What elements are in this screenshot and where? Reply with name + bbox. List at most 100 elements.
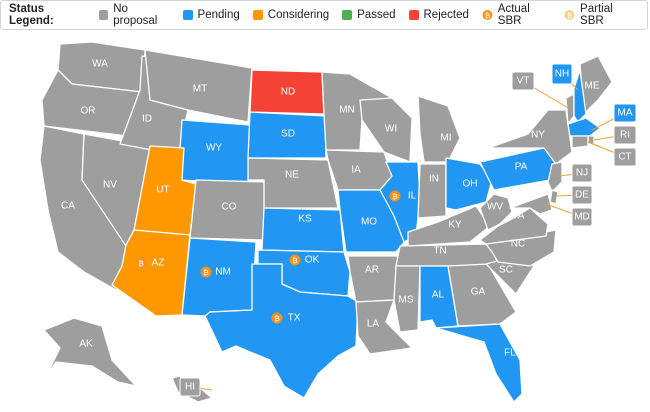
state-label: UT — [156, 185, 169, 196]
state-label: AK — [79, 339, 93, 350]
state-ar[interactable] — [347, 255, 399, 303]
state-label: OR — [81, 106, 96, 117]
callout-ct[interactable] — [613, 147, 637, 167]
state-label: TX — [288, 313, 301, 324]
state-label: CO — [222, 202, 237, 213]
state-label: NH — [555, 69, 569, 80]
state-label: SC — [499, 265, 513, 276]
bitcoin-coin-icon: ₿ — [564, 10, 575, 20]
svg-text:₿: ₿ — [292, 256, 298, 265]
callout-vt[interactable] — [511, 71, 535, 91]
legend-item-partial-sbr: ₿ Partial SBR — [564, 3, 634, 27]
state-label: TN — [433, 246, 446, 257]
legend-label: Passed — [357, 9, 396, 21]
state-label: ID — [142, 114, 152, 125]
state-wv[interactable] — [479, 193, 513, 231]
state-label: CT — [618, 152, 631, 163]
state-label: WI — [385, 124, 397, 135]
svg-text:₿: ₿ — [138, 259, 144, 268]
bitcoin-coin-icon: ₿ — [482, 10, 493, 20]
legend-item-no-proposal: No proposal — [99, 3, 169, 27]
svg-text:₿: ₿ — [485, 11, 490, 20]
state-mn[interactable] — [321, 71, 393, 151]
state-mt[interactable] — [144, 49, 253, 123]
state-ga[interactable] — [447, 263, 517, 327]
state-label: VT — [517, 76, 530, 87]
legend-label: No proposal — [113, 3, 158, 27]
state-md[interactable] — [509, 193, 553, 215]
state-label: KS — [298, 214, 312, 225]
state-label: AZ — [152, 258, 165, 269]
svg-text:₿: ₿ — [274, 314, 280, 323]
state-label: OK — [305, 255, 320, 266]
svg-text:₿: ₿ — [203, 268, 209, 277]
legend-item-pending: Pending — [182, 9, 240, 21]
state-il[interactable] — [379, 161, 421, 243]
state-label: AL — [432, 290, 445, 301]
state-label: NM — [215, 267, 231, 278]
state-label: NC — [511, 239, 525, 250]
state-label: WV — [487, 202, 503, 213]
callout-ri[interactable] — [613, 125, 637, 145]
state-label: OH — [463, 179, 478, 190]
bitcoin-coin-icon: ₿ — [200, 266, 212, 278]
state-label: MD — [574, 212, 590, 223]
state-shapes — [39, 41, 613, 403]
callout-de[interactable] — [571, 185, 593, 205]
state-in[interactable] — [417, 163, 447, 219]
legend-swatch — [342, 10, 353, 20]
state-label: AR — [365, 265, 379, 276]
legend-label: Considering — [267, 9, 330, 21]
legend-label: Rejected — [423, 9, 469, 21]
state-ms[interactable] — [393, 265, 421, 333]
callout-nj[interactable] — [571, 163, 593, 183]
state-mi[interactable] — [417, 95, 461, 163]
state-label: ND — [281, 87, 295, 98]
status-legend: Status Legend: No proposal Pending Conside… — [0, 0, 648, 30]
callout-hi[interactable] — [179, 377, 201, 397]
state-label: HI — [185, 382, 195, 393]
legend-items: No proposal Pending Considering Passed Rejec… — [99, 3, 647, 27]
state-fl[interactable] — [435, 323, 523, 403]
state-label: WY — [206, 143, 222, 154]
state-label: LA — [367, 319, 380, 330]
state-tx[interactable] — [204, 263, 359, 399]
state-va[interactable] — [479, 207, 549, 245]
legend-swatch — [99, 10, 109, 20]
bitcoin-coin-icon: ₿ — [289, 254, 301, 266]
svg-text:₿: ₿ — [392, 192, 398, 201]
state-label: MA — [618, 108, 633, 119]
state-label: NE — [285, 170, 299, 181]
callout-md[interactable] — [571, 207, 593, 227]
state-label: GA — [471, 287, 486, 298]
state-label: IA — [351, 165, 361, 176]
state-label: DE — [575, 190, 589, 201]
state-vt[interactable] — [565, 93, 575, 125]
state-label: KY — [448, 220, 462, 231]
state-label: VA — [512, 211, 525, 222]
state-labels: WA OR CA NV ID MT WY UT ₿ AZ CO ₿ NM ND SD NE KS ₿ OK ₿ TX MN… — [61, 59, 637, 397]
state-label: RI — [620, 130, 630, 141]
state-label: MO — [361, 217, 377, 228]
state-nh[interactable] — [573, 69, 587, 123]
legend-item-considering: Considering — [252, 9, 330, 21]
state-label: SD — [281, 129, 295, 140]
legend-item-actual-sbr: ₿ Actual SBR — [482, 3, 551, 27]
bitcoin-coin-icon: ₿ — [389, 190, 401, 202]
callout-nh[interactable] — [551, 63, 573, 85]
state-label: NJ — [576, 168, 588, 179]
legend-item-rejected: Rejected — [408, 9, 469, 21]
svg-text:₿: ₿ — [567, 11, 572, 20]
us-states-map: WA OR CA NV ID MT WY UT ₿ AZ CO ₿ NM ND SD NE KS ₿ OK ₿ TX MN… — [39, 41, 637, 403]
state-label: MI — [440, 133, 451, 144]
state-ct[interactable] — [571, 135, 589, 149]
legend-label: Partial SBR — [580, 3, 613, 27]
state-ma[interactable] — [567, 117, 601, 137]
state-sd[interactable] — [247, 111, 327, 159]
callout-ma[interactable] — [613, 103, 637, 123]
state-de[interactable] — [549, 189, 559, 205]
state-ak[interactable] — [43, 317, 137, 387]
state-nj[interactable] — [547, 161, 563, 193]
legend-label: Actual SBR — [497, 3, 530, 27]
state-nc[interactable] — [485, 229, 557, 267]
